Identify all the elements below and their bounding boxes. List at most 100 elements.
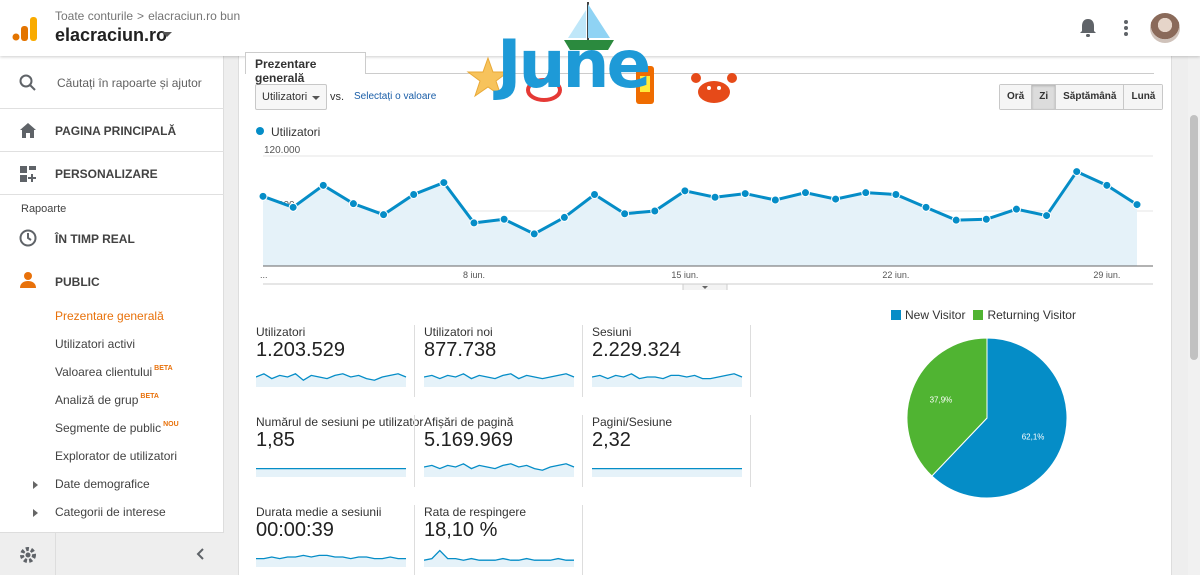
sidebar-subitem-overview[interactable]: Prezentare generală: [55, 309, 164, 323]
data-point[interactable]: [620, 209, 630, 219]
sidebar-subitem-active-users[interactable]: Utilizatori activi: [55, 337, 135, 351]
scorecard[interactable]: Utilizatori 1.203.529: [256, 325, 416, 403]
data-point[interactable]: [1072, 167, 1082, 177]
scorecard[interactable]: Sesiuni 2.229.324: [592, 325, 752, 403]
data-point[interactable]: [499, 214, 509, 224]
sidebar-subitem-demographics[interactable]: Date demografice: [55, 477, 150, 491]
chevron-down-icon[interactable]: [702, 286, 708, 289]
scorecard[interactable]: Afișări de pagină 5.169.969: [424, 415, 584, 493]
expand-arrow-icon[interactable]: [33, 509, 38, 517]
data-point[interactable]: [1132, 200, 1142, 210]
gear-icon[interactable]: [18, 545, 38, 565]
metric-dropdown[interactable]: Utilizatori: [255, 84, 327, 110]
data-point[interactable]: [650, 206, 660, 216]
sidebar-subitem-label: Utilizatori activi: [55, 337, 136, 351]
data-point[interactable]: [770, 195, 780, 205]
sidebar-subitem-audiences[interactable]: Segmente de public NOU: [55, 421, 179, 435]
sidebar-item-audience[interactable]: PUBLIC: [0, 262, 224, 302]
sparkline: [256, 467, 406, 477]
sidebar-item-realtime[interactable]: ÎN TIMP REAL: [0, 220, 224, 260]
scorecard[interactable]: Pagini/Sesiune 2,32: [592, 415, 752, 493]
pie-slice[interactable]: [906, 337, 988, 477]
data-point[interactable]: [861, 188, 871, 198]
data-point[interactable]: [379, 210, 389, 220]
search-input[interactable]: Căutați în rapoarte și ajutor: [57, 76, 202, 90]
avatar[interactable]: [1150, 13, 1180, 43]
scorecard[interactable]: Rata de respingere 18,10 %: [424, 505, 584, 575]
data-point[interactable]: [409, 190, 419, 199]
data-point[interactable]: [921, 202, 931, 212]
scorecard[interactable]: Numărul de sesiuni pe utilizator 1,85: [256, 415, 423, 493]
sparkline: [592, 373, 743, 387]
analytics-logo-icon[interactable]: [12, 16, 38, 42]
scorecard[interactable]: Utilizatori noi 877.738: [424, 325, 584, 403]
account-selector[interactable]: elacraciun.ro: [55, 25, 168, 45]
sidebar-subitem-lifetime-value[interactable]: Valoarea clientului BETA: [55, 365, 173, 379]
data-point[interactable]: [680, 186, 690, 196]
bell-icon[interactable]: [1078, 17, 1098, 39]
data-point[interactable]: [469, 218, 479, 228]
divider: [414, 325, 415, 397]
sidebar-subitem-cohort[interactable]: Analiză de grup BETA: [55, 393, 159, 407]
pie-legend: New Visitor Returning Visitor: [891, 308, 1076, 322]
pie-legend-item[interactable]: New Visitor: [891, 308, 965, 322]
sidebar-subitem-label: Explorator de utilizatori: [55, 449, 178, 463]
sparkline-area: [256, 555, 406, 567]
pie-legend-item[interactable]: Returning Visitor: [973, 308, 1076, 322]
sidebar-item-label: PAGINA PRINCIPALĂ: [55, 124, 177, 138]
search-row[interactable]: Căutați în rapoarte și ajutor: [0, 56, 224, 108]
x-tick-label: 29 iun.: [1093, 270, 1120, 280]
snorkel-mask-icon: [526, 78, 562, 102]
sparkline: [256, 373, 407, 387]
data-point[interactable]: [439, 178, 449, 188]
search-icon: [19, 74, 36, 91]
data-point[interactable]: [981, 214, 991, 224]
data-point[interactable]: [1011, 204, 1021, 214]
range-week-button[interactable]: Săptămână: [1056, 85, 1125, 109]
data-point[interactable]: [348, 199, 358, 209]
pie-slice[interactable]: [931, 337, 1068, 499]
data-point[interactable]: [710, 192, 720, 202]
collapse-sidebar-icon[interactable]: [194, 547, 208, 561]
chevron-down-icon[interactable]: [162, 32, 172, 37]
divider: [582, 415, 583, 487]
sparkline-line: [592, 373, 743, 380]
select-comparison-link[interactable]: Selectați o valoare: [354, 91, 437, 102]
scorecard-label: Utilizatori noi: [424, 325, 493, 339]
data-point[interactable]: [529, 229, 539, 239]
sparkline: [424, 549, 574, 567]
data-point[interactable]: [1102, 180, 1112, 190]
scorecard[interactable]: Durata medie a sesiunii 00:00:39: [256, 505, 416, 575]
data-point[interactable]: [1042, 211, 1052, 221]
divider: [0, 194, 224, 195]
scrollbar-thumb[interactable]: [1190, 115, 1198, 360]
data-point[interactable]: [258, 191, 268, 201]
data-point[interactable]: [590, 190, 600, 199]
data-point[interactable]: [740, 189, 750, 199]
sidebar-item-customize[interactable]: PERSONALIZARE: [0, 152, 224, 195]
data-point[interactable]: [288, 202, 298, 212]
scorecard-value: 18,10 %: [424, 519, 498, 541]
breadcrumb[interactable]: Toate conturile > elacraciun.ro bun: [55, 9, 240, 23]
expand-arrow-icon[interactable]: [33, 481, 38, 489]
breadcrumb-view[interactable]: elacraciun.ro bun: [148, 9, 241, 23]
range-hour-button[interactable]: Oră: [1000, 85, 1033, 109]
data-point[interactable]: [800, 188, 810, 198]
data-point[interactable]: [318, 180, 328, 190]
sparkline-area: [592, 373, 742, 387]
data-point[interactable]: [891, 190, 901, 199]
more-vert-icon[interactable]: [1118, 17, 1134, 39]
tab-overview[interactable]: Prezentare generală: [245, 52, 366, 85]
breadcrumb-root[interactable]: Toate conturile: [55, 9, 134, 23]
range-month-button[interactable]: Lună: [1124, 85, 1163, 109]
sidebar-subitem-user-explorer[interactable]: Explorator de utilizatori: [55, 449, 177, 463]
divider: [0, 108, 224, 109]
sidebar-item-home[interactable]: PAGINA PRINCIPALĂ: [0, 109, 224, 152]
divider: [582, 505, 583, 575]
data-point[interactable]: [831, 194, 841, 204]
sidebar-subitem-interests[interactable]: Categorii de interese: [55, 505, 166, 519]
range-day-button[interactable]: Zi: [1032, 85, 1057, 109]
data-point[interactable]: [951, 215, 961, 225]
scorecard-value: 00:00:39: [256, 519, 334, 541]
data-point[interactable]: [559, 212, 569, 222]
